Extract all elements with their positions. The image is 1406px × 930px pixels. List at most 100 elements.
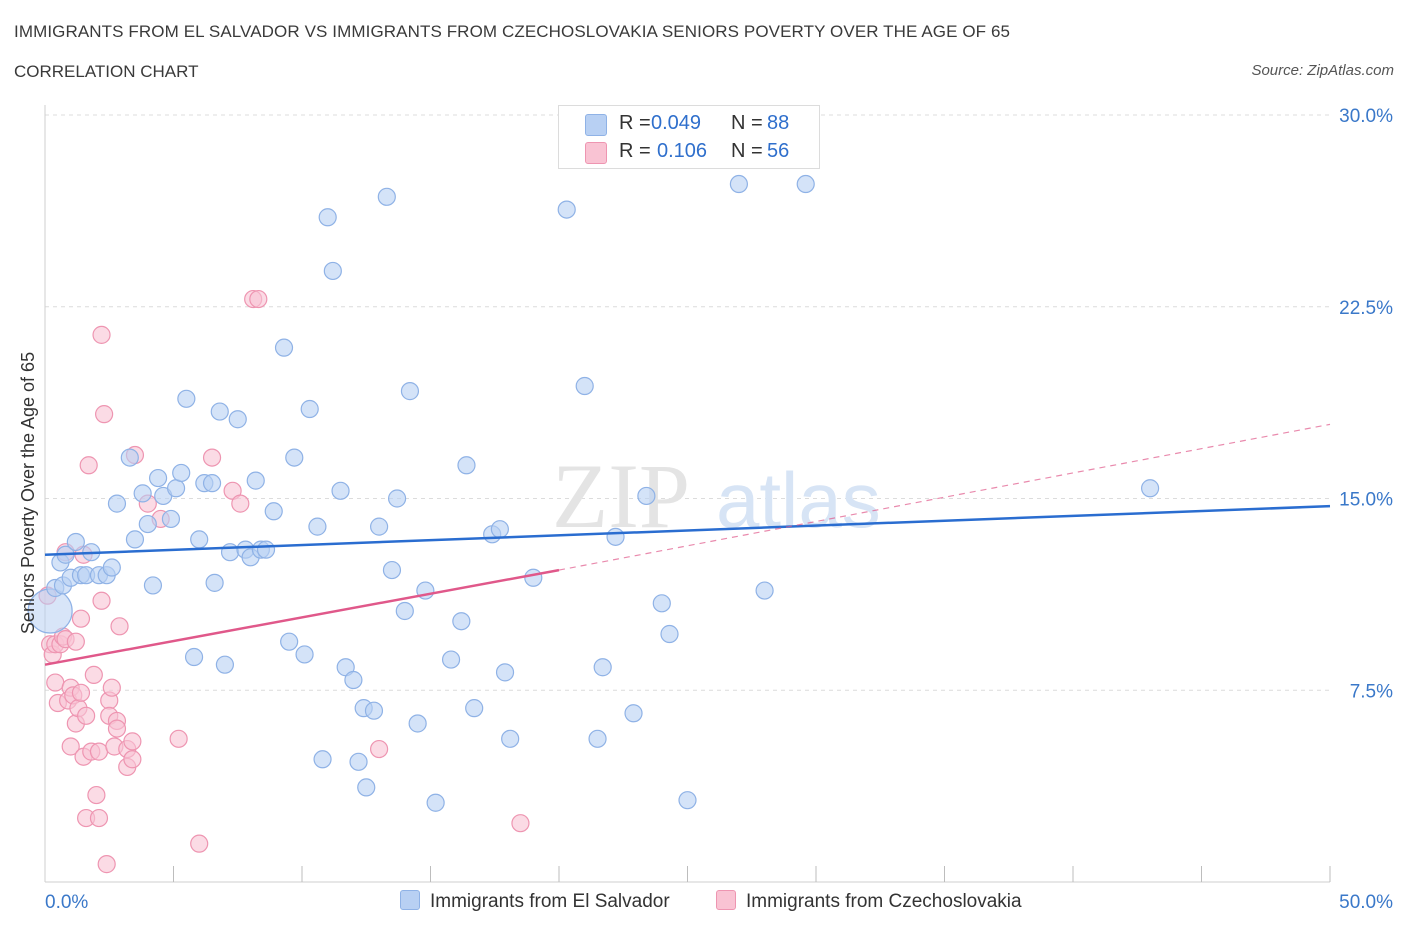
point-czechoslovakia[interactable]	[249, 289, 268, 309]
point-el-salvador[interactable]	[400, 382, 420, 401]
point-el-salvador[interactable]	[344, 670, 363, 690]
point-el-salvador[interactable]	[370, 517, 389, 536]
point-el-salvador[interactable]	[593, 658, 612, 677]
point-czechoslovakia[interactable]	[89, 808, 109, 828]
point-el-salvador[interactable]	[205, 573, 224, 592]
point-el-salvador[interactable]	[490, 520, 509, 539]
legend-item-czechoslovakia[interactable]: Immigrants from Czechoslovakia	[716, 890, 1022, 913]
point-el-salvador[interactable]	[177, 389, 196, 408]
point-el-salvador[interactable]	[524, 568, 543, 587]
point-czechoslovakia[interactable]	[71, 609, 91, 628]
point-el-salvador[interactable]	[280, 632, 299, 651]
point-czechoslovakia[interactable]	[190, 834, 209, 853]
point-czechoslovakia[interactable]	[511, 814, 530, 833]
point-el-salvador[interactable]	[202, 474, 222, 493]
point-czechoslovakia[interactable]	[77, 706, 96, 725]
point-el-salvador[interactable]	[660, 624, 679, 644]
point-czechoslovakia[interactable]	[370, 739, 389, 759]
point-el-salvador[interactable]	[228, 410, 247, 429]
point-el-salvador[interactable]	[495, 663, 515, 682]
point-el-salvador[interactable]	[102, 558, 121, 577]
point-czechoslovakia[interactable]	[79, 456, 98, 475]
point-el-salvador[interactable]	[501, 729, 520, 748]
point-czechoslovakia[interactable]	[66, 632, 85, 651]
point-el-salvador[interactable]	[318, 208, 337, 227]
point-el-salvador[interactable]	[161, 509, 181, 529]
point-el-salvador[interactable]	[138, 514, 157, 534]
point-el-salvador[interactable]	[331, 481, 350, 500]
point-el-salvador[interactable]	[349, 752, 368, 771]
point-el-salvador[interactable]	[300, 399, 319, 419]
point-el-salvador[interactable]	[408, 714, 427, 733]
point-el-salvador[interactable]	[387, 489, 407, 508]
point-czechoslovakia[interactable]	[123, 732, 142, 751]
point-el-salvador[interactable]	[588, 729, 607, 748]
point-el-salvador[interactable]	[166, 479, 186, 498]
point-el-salvador[interactable]	[452, 612, 471, 631]
point-el-salvador[interactable]	[652, 594, 671, 613]
point-czechoslovakia[interactable]	[46, 673, 65, 692]
legend-item-el-salvador[interactable]: Immigrants from El Salvador	[400, 890, 670, 913]
point-el-salvador[interactable]	[133, 484, 152, 503]
point-el-salvador[interactable]	[313, 750, 332, 769]
point-el-salvador[interactable]	[323, 261, 342, 281]
point-czechoslovakia[interactable]	[92, 325, 111, 344]
point-el-salvador[interactable]	[637, 486, 656, 506]
point-el-salvador[interactable]	[457, 456, 476, 475]
point-czechoslovakia[interactable]	[92, 591, 111, 610]
point-czechoslovakia[interactable]	[102, 678, 121, 697]
point-czechoslovakia[interactable]	[84, 665, 103, 685]
point-el-salvador[interactable]	[796, 174, 815, 194]
point-czechoslovakia[interactable]	[89, 742, 109, 761]
point-el-salvador[interactable]	[755, 581, 774, 600]
point-el-salvador[interactable]	[220, 543, 240, 562]
point-el-salvador[interactable]	[606, 527, 625, 546]
point-el-salvador[interactable]	[441, 650, 461, 669]
point-el-salvador[interactable]	[426, 793, 445, 812]
point-czechoslovakia[interactable]	[202, 448, 222, 467]
point-el-salvador[interactable]	[1140, 479, 1160, 498]
chart-title: IMMIGRANTS FROM EL SALVADOR VS IMMIGRANT…	[14, 22, 1011, 41]
point-el-salvador[interactable]	[148, 468, 168, 488]
point-el-salvador[interactable]	[624, 704, 643, 723]
point-el-salvador[interactable]	[264, 502, 283, 521]
point-el-salvador[interactable]	[465, 699, 484, 718]
point-el-salvador[interactable]	[382, 560, 402, 580]
point-el-salvador[interactable]	[395, 601, 414, 621]
point-el-salvador[interactable]	[295, 645, 314, 664]
point-el-salvador[interactable]	[246, 471, 265, 490]
point-el-salvador[interactable]	[308, 517, 327, 536]
point-el-salvador[interactable]	[190, 530, 209, 549]
point-el-salvador[interactable]	[143, 576, 163, 595]
point-el-salvador[interactable]	[120, 448, 139, 467]
point-czechoslovakia[interactable]	[87, 785, 106, 805]
point-el-salvador[interactable]	[285, 448, 304, 467]
point-el-salvador[interactable]	[125, 530, 145, 549]
point-el-salvador[interactable]	[107, 494, 127, 513]
point-czechoslovakia[interactable]	[123, 750, 142, 769]
point-el-salvador[interactable]	[575, 376, 594, 396]
point-el-salvador[interactable]	[66, 532, 85, 552]
point-el-salvador[interactable]	[172, 463, 191, 483]
r-label: R =	[619, 140, 651, 162]
point-el-salvador[interactable]	[357, 778, 376, 797]
point-czechoslovakia[interactable]	[71, 683, 91, 702]
point-czechoslovakia[interactable]	[231, 494, 250, 513]
point-el-salvador[interactable]	[274, 338, 294, 357]
point-czechoslovakia[interactable]	[97, 855, 116, 874]
point-czechoslovakia[interactable]	[110, 617, 129, 636]
point-el-salvador[interactable]	[215, 655, 234, 674]
point-czechoslovakia[interactable]	[107, 719, 127, 738]
point-czechoslovakia[interactable]	[169, 729, 188, 748]
point-el-salvador[interactable]	[256, 540, 276, 559]
point-el-salvador[interactable]	[377, 187, 396, 206]
point-el-salvador[interactable]	[557, 200, 576, 219]
point-el-salvador[interactable]	[729, 174, 749, 194]
point-el-salvador[interactable]	[184, 647, 204, 667]
point-czechoslovakia[interactable]	[95, 405, 114, 424]
point-el-salvador[interactable]	[364, 701, 384, 720]
point-czechoslovakia[interactable]	[61, 737, 80, 756]
point-el-salvador[interactable]	[678, 791, 697, 810]
trend-lines	[44, 423, 1331, 666]
point-el-salvador[interactable]	[210, 402, 229, 421]
